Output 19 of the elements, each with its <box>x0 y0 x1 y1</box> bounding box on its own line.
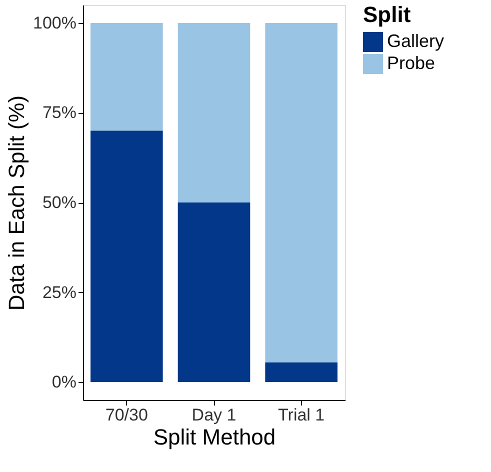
bar <box>90 130 163 382</box>
legend-label: Gallery <box>387 31 444 51</box>
y-tick-label: 75% <box>42 103 76 122</box>
bar <box>178 202 250 382</box>
x-tick-label: Day 1 <box>192 406 236 424</box>
bar <box>178 22 250 202</box>
bar <box>265 362 338 382</box>
y-tick-label: 0% <box>52 372 76 392</box>
bar <box>265 22 338 362</box>
legend-label: Probe <box>387 53 436 73</box>
x-tick-label: Trial 1 <box>278 406 325 424</box>
y-tick-label: 50% <box>42 193 76 212</box>
y-tick-label: 100% <box>33 13 76 32</box>
legend-title: Split <box>363 2 412 27</box>
x-tick-label: 70/30 <box>105 406 148 424</box>
x-axis-title: Split Method <box>153 424 276 450</box>
bar <box>90 22 163 131</box>
y-axis-title: Data in Each Split (%) <box>4 95 30 311</box>
y-tick-label: 25% <box>42 282 76 302</box>
